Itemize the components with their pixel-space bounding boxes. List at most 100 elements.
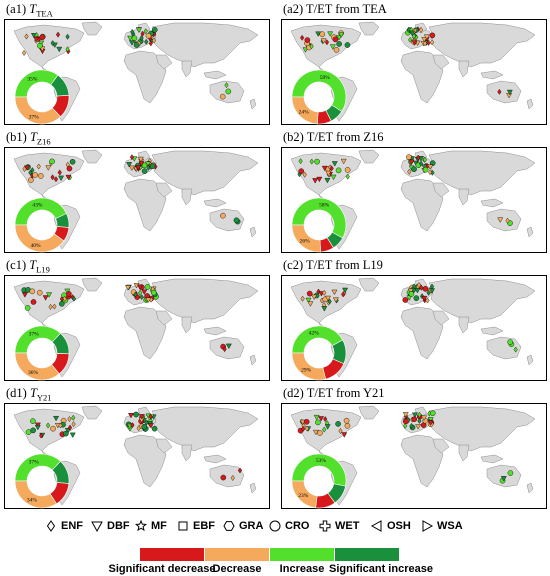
site-marker: [300, 34, 305, 41]
site-marker: [403, 422, 408, 429]
landmass: [203, 198, 227, 208]
landmass: [428, 22, 536, 68]
site-marker: [329, 44, 336, 50]
site-marker: [148, 40, 153, 47]
landmass: [209, 208, 245, 232]
landmass: [486, 464, 522, 488]
vegetation-legend-label: EBF: [193, 520, 215, 532]
donut-decrease-label: 23%: [298, 493, 309, 499]
site-marker: [138, 414, 145, 420]
landmass: [155, 310, 173, 326]
landmass: [458, 60, 470, 78]
donut-decrease: [291, 352, 327, 381]
vegetation-type-legend: ENF DBF MF EBF GRA CRO WET OSH WSA: [0, 516, 550, 536]
landmass: [81, 149, 103, 164]
landmass: [81, 21, 103, 36]
donut-decrease-label: 36%: [28, 370, 39, 376]
site-marker: [500, 476, 507, 482]
site-marker: [316, 176, 323, 183]
site-marker: [28, 177, 34, 183]
site-marker: [497, 217, 504, 223]
site-marker: [224, 82, 229, 89]
site-marker: [37, 173, 44, 179]
landmass: [123, 178, 167, 232]
site-marker: [338, 428, 343, 434]
site-marker: [406, 154, 412, 160]
landmass: [151, 150, 259, 196]
site-marker: [30, 167, 35, 174]
site-marker: [21, 292, 28, 298]
site-marker: [344, 167, 351, 173]
site-marker: [151, 37, 157, 44]
site-marker: [32, 172, 38, 178]
site-marker: [71, 421, 76, 428]
site-marker: [423, 34, 430, 40]
map-panel: (c2) T/ET from L19 42% 29%: [281, 258, 547, 381]
site-marker: [222, 346, 227, 353]
site-marker: [327, 31, 334, 37]
landmass: [151, 22, 259, 68]
site-marker: [427, 420, 434, 426]
panel-title: (a1) TTEA: [6, 2, 53, 19]
site-marker: [34, 425, 41, 431]
landmass: [249, 98, 257, 110]
site-marker: [24, 305, 31, 311]
site-marker: [414, 288, 421, 294]
site-marker: [133, 411, 139, 418]
map-panel: (b1) TZ16 43% 40%: [4, 130, 270, 253]
site-marker: [141, 168, 148, 174]
landmass: [81, 405, 103, 420]
site-marker: [298, 158, 303, 165]
trend-color-swatch: [140, 548, 204, 561]
donut-decrease: [14, 480, 57, 509]
donut-decrease: [291, 480, 318, 509]
landmass: [209, 464, 245, 488]
site-marker: [406, 289, 411, 296]
diamond-symbol-icon: [46, 520, 56, 532]
world-map: 42% 29%: [281, 275, 547, 381]
site-marker: [30, 299, 37, 305]
donut-decrease: [14, 224, 65, 253]
panel-title: (b1) TZ16: [6, 130, 51, 147]
triangle-down-symbol-icon: [91, 521, 103, 533]
site-marker: [311, 294, 318, 300]
panel-subscript: L19: [36, 264, 50, 275]
site-marker: [302, 171, 307, 178]
donut-decrease-label: 40%: [30, 243, 41, 249]
site-marker: [506, 89, 513, 96]
landmass: [458, 444, 470, 462]
site-marker: [144, 419, 149, 426]
trend-legend-label: Significant increase: [329, 563, 433, 575]
site-marker: [320, 38, 327, 44]
landmass: [486, 80, 522, 104]
site-marker: [321, 306, 328, 312]
site-marker: [420, 422, 427, 428]
site-marker: [340, 158, 347, 165]
landmass: [151, 278, 259, 324]
landmass: [526, 98, 534, 110]
site-marker: [298, 168, 305, 174]
site-marker: [344, 42, 351, 48]
site-marker: [330, 174, 337, 181]
site-marker: [39, 432, 44, 439]
site-marker: [151, 425, 158, 432]
site-marker: [341, 291, 346, 298]
site-marker: [130, 28, 135, 35]
donut-increase-label: 35%: [27, 76, 38, 82]
site-marker: [58, 301, 65, 307]
site-marker: [69, 432, 76, 438]
landmass: [486, 208, 522, 232]
site-marker: [143, 28, 148, 35]
site-marker: [67, 416, 72, 422]
trend-legend-label: Increase: [279, 563, 325, 575]
site-marker: [411, 40, 418, 46]
site-marker: [62, 295, 67, 302]
site-marker: [42, 295, 49, 301]
panel-label: (d2) T/ET from Y21: [283, 386, 385, 400]
site-marker: [22, 50, 27, 56]
site-marker: [429, 32, 436, 39]
site-marker: [421, 37, 428, 43]
panel-subscript: Y21: [36, 392, 52, 403]
panel-title: (d1) TY21: [6, 386, 52, 403]
site-marker: [322, 289, 327, 296]
